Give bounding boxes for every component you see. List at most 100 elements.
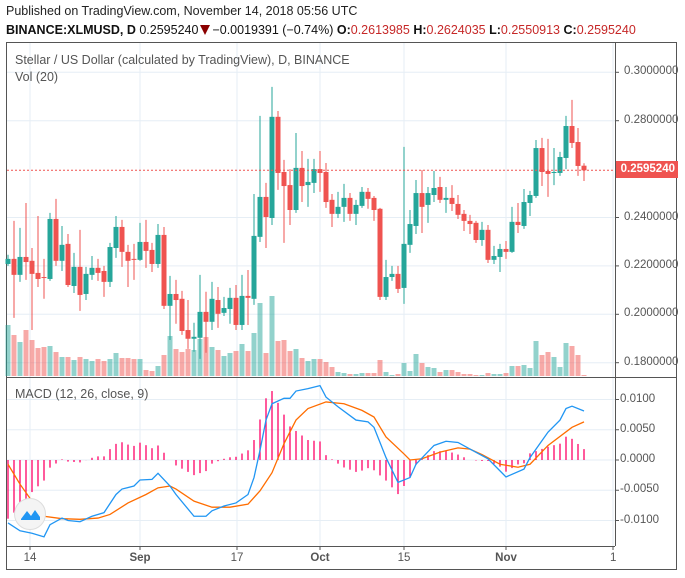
volume-bar bbox=[251, 333, 257, 376]
signal-line bbox=[7, 401, 585, 520]
candle-body bbox=[401, 243, 407, 288]
macd-legend: MACD (12, 26, close, 9) bbox=[15, 387, 149, 401]
candle-body bbox=[173, 293, 179, 301]
volume-bar bbox=[461, 374, 467, 376]
candle-body bbox=[221, 308, 227, 313]
candle-body bbox=[323, 172, 329, 203]
candle-body bbox=[47, 218, 53, 279]
candle-body bbox=[317, 169, 323, 173]
time-axis-label: 15 bbox=[397, 552, 411, 564]
candle-body bbox=[185, 330, 191, 339]
volume-bar bbox=[293, 349, 299, 376]
volume-bar bbox=[83, 359, 89, 376]
volume-bar bbox=[17, 342, 23, 376]
price-axis-label: 0.2800000 bbox=[624, 113, 679, 126]
volume-bar bbox=[545, 352, 551, 376]
volume-bar bbox=[167, 336, 173, 376]
volume-bar bbox=[347, 374, 353, 376]
candle-body bbox=[251, 235, 257, 299]
candle-body bbox=[233, 297, 239, 325]
macd-axis-label: -0.0100 bbox=[620, 513, 660, 526]
macd-axis-label: 0.0100 bbox=[620, 392, 656, 405]
volume-bar bbox=[407, 371, 413, 376]
time-axis-label: Oct bbox=[310, 552, 330, 564]
candle-body bbox=[107, 247, 113, 282]
candle-body bbox=[155, 234, 161, 264]
candle-body bbox=[311, 169, 317, 183]
volume-bar bbox=[509, 366, 515, 376]
candle-body bbox=[335, 206, 341, 214]
candle-body bbox=[65, 243, 71, 286]
candle-body bbox=[149, 249, 155, 264]
candle-body bbox=[419, 193, 425, 207]
volume-bar bbox=[239, 344, 245, 376]
volume-bar bbox=[137, 359, 143, 376]
candle-body bbox=[17, 256, 23, 275]
volume-bar bbox=[503, 373, 509, 376]
candle-body bbox=[161, 234, 167, 306]
volume-bar bbox=[371, 373, 377, 376]
volume-bar bbox=[287, 351, 293, 376]
candle-body bbox=[35, 272, 41, 279]
volume-bar bbox=[101, 361, 107, 376]
candle-body bbox=[119, 226, 125, 252]
volume-bar bbox=[563, 343, 569, 376]
volume-bar bbox=[575, 355, 581, 376]
symbol-name: BINANCE:XLMUSD, D bbox=[6, 23, 136, 37]
candle-body bbox=[521, 202, 527, 226]
volume-bar bbox=[59, 357, 65, 376]
volume-bar bbox=[455, 372, 461, 376]
volume-bar bbox=[53, 352, 59, 376]
volume-bar bbox=[23, 330, 29, 376]
candle-body bbox=[83, 273, 89, 294]
volume-bar bbox=[65, 357, 71, 376]
candle-body bbox=[407, 224, 413, 245]
candle-body bbox=[389, 273, 395, 278]
volume-bar bbox=[113, 353, 119, 376]
volume-bar bbox=[5, 325, 11, 376]
volume-bar bbox=[479, 375, 485, 376]
candle-body bbox=[179, 298, 185, 331]
tradingview-logo[interactable] bbox=[14, 498, 46, 530]
volume-bar bbox=[35, 348, 41, 376]
candle-body bbox=[269, 116, 275, 218]
volume-bar bbox=[119, 358, 125, 376]
volume-bar bbox=[527, 368, 533, 376]
time-axis-label: Sep bbox=[129, 552, 151, 564]
volume-bar bbox=[149, 371, 155, 376]
volume-bar bbox=[257, 303, 263, 376]
volume-bar bbox=[419, 363, 425, 376]
candle-body bbox=[473, 222, 479, 241]
candle-body bbox=[281, 172, 287, 187]
candle-body bbox=[41, 277, 47, 279]
candle-body bbox=[353, 204, 359, 214]
candle-body bbox=[563, 126, 569, 158]
volume-bar bbox=[191, 350, 197, 376]
candle-body bbox=[227, 297, 233, 309]
candle-body bbox=[203, 311, 209, 322]
candle-body bbox=[545, 171, 551, 174]
volume-bar bbox=[431, 368, 437, 376]
volume-bar bbox=[131, 359, 137, 376]
time-axis-label: Nov bbox=[495, 552, 517, 564]
volume-bar bbox=[263, 353, 269, 376]
candle-body bbox=[293, 167, 299, 210]
candle-body bbox=[299, 167, 305, 187]
volume-bar bbox=[221, 356, 227, 376]
last-price: 0.2595240 bbox=[139, 23, 199, 37]
candle-body bbox=[257, 196, 263, 237]
volume-bar bbox=[227, 353, 233, 376]
price-change: −0.0019391 (−0.74%) bbox=[212, 23, 334, 37]
price-axis-label: 0.2400000 bbox=[624, 210, 679, 223]
volume-bar bbox=[359, 373, 365, 376]
macd-axis-label: 0.0000 bbox=[620, 453, 656, 465]
volume-bar bbox=[473, 375, 479, 376]
volume-bar bbox=[233, 351, 239, 376]
volume-bar bbox=[203, 337, 209, 376]
candle-body bbox=[143, 241, 149, 251]
triangle-down-icon bbox=[200, 25, 211, 35]
volume-bar bbox=[395, 374, 401, 376]
main-legend-title: Stellar / US Dollar (calculated by Tradi… bbox=[15, 53, 350, 67]
volume-bar bbox=[29, 340, 35, 376]
